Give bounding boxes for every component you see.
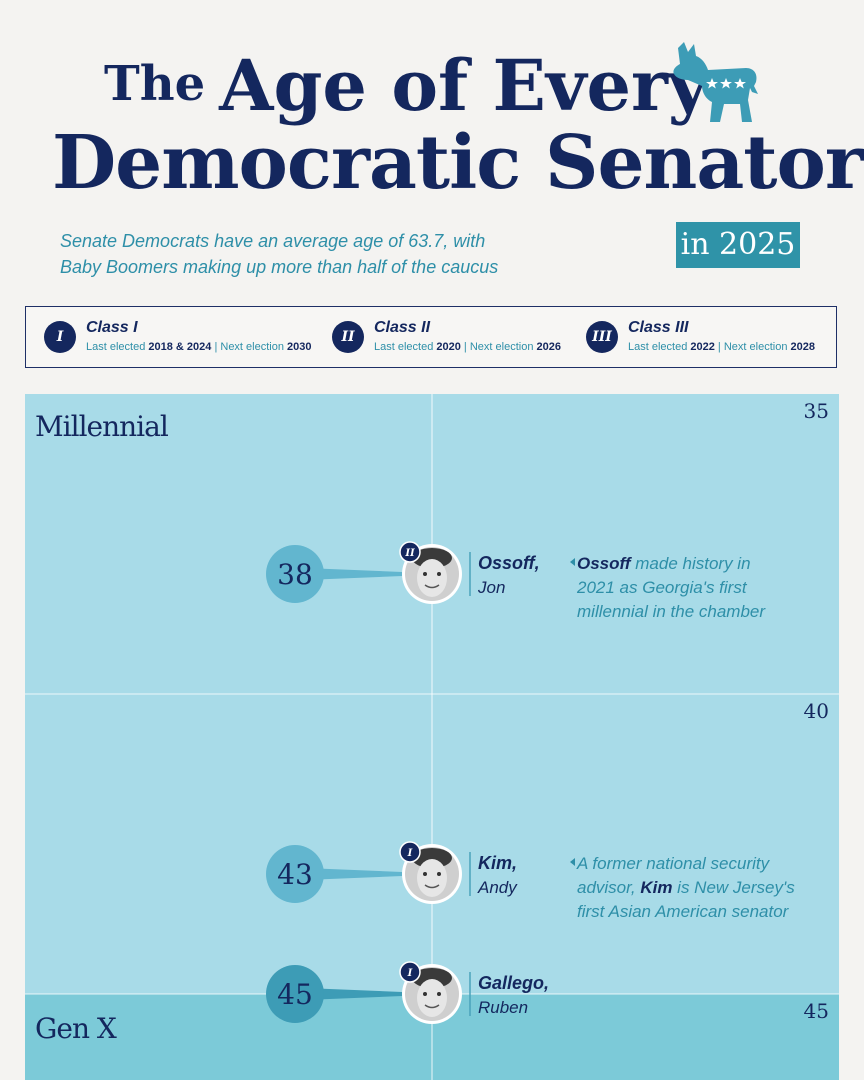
annotation-line: A former national security (576, 854, 771, 873)
portrait-face (417, 559, 447, 597)
class-2-next: 2026 (536, 341, 561, 353)
title-main-words: Age of Every (219, 44, 709, 127)
portrait-hair (412, 548, 452, 568)
senator-first-name: Jon (477, 578, 505, 597)
class-3-name: Class III (628, 319, 689, 336)
age-bubble (266, 965, 324, 1023)
class-legend: I Class I Last elected 2018 & 2024 | Nex… (25, 306, 837, 368)
senator-first-name: Ruben (478, 998, 528, 1017)
class-1-last: 2018 & 2024 (148, 341, 212, 353)
class-3-last-label: Last elected (628, 341, 688, 353)
title-line-1: The Age of Every (104, 44, 864, 127)
annotation-bold-name: Ossoff (577, 554, 635, 573)
title-small-word: The (104, 56, 206, 112)
senator-last-name: Ossoff, (478, 553, 540, 573)
annotation-line: advisor, Kim is New Jersey's (577, 878, 795, 897)
class-badge (399, 841, 421, 863)
class-badge-numeral: I (407, 968, 413, 979)
portrait-eye (423, 992, 427, 996)
age-bubble (266, 545, 324, 603)
class-2-next-label: Next election (469, 341, 534, 353)
annotation-line: first Asian American senator (577, 902, 790, 921)
class-1-name: Class I (86, 319, 138, 336)
class-1-numeral: I (44, 321, 76, 353)
age-value: 38 (277, 558, 313, 591)
portrait-eye (437, 992, 441, 996)
age-pointer (305, 568, 402, 580)
age-pointer (305, 868, 402, 880)
class-3-next-label: Next election (723, 341, 788, 353)
senator-last-name: Gallego, (478, 973, 549, 993)
portrait-hair (412, 968, 452, 988)
class-1-next-label: Next election (220, 341, 284, 353)
senator-last-name: Kim, (478, 853, 517, 873)
age-value: 43 (277, 858, 313, 891)
portrait-eye (437, 872, 441, 876)
class-3-next: 2028 (790, 341, 815, 353)
age-value: 45 (277, 978, 313, 1011)
portrait-eye (423, 872, 427, 876)
class-badge (399, 961, 421, 983)
portrait-mouth (424, 884, 440, 889)
subtitle-line-2: Baby Boomers making up more than half of… (60, 257, 499, 277)
subtitle: Senate Democrats have an average age of … (60, 228, 580, 280)
axis-tick-label: 45 (804, 999, 829, 1023)
portrait-face (417, 859, 447, 897)
class-2-name: Class II (374, 319, 431, 336)
class-1-next: 2030 (287, 341, 312, 353)
subtitle-line-1: Senate Democrats have an average age of … (60, 231, 486, 251)
democratic-donkey-icon (673, 42, 758, 122)
portrait-eye (423, 572, 427, 576)
class-2-numeral: II (332, 321, 364, 353)
class-2-last: 2020 (436, 341, 461, 353)
age-bubble (266, 845, 324, 903)
class-3-detail: Last elected 2022 | Next election 2028 (628, 341, 815, 353)
title-line-2: Democratic Senator (52, 120, 864, 206)
portrait-hair (412, 848, 452, 868)
portrait-mouth (424, 584, 440, 589)
senator-first-name: Andy (477, 878, 518, 897)
annotation-line: Ossoff made history in (577, 554, 751, 573)
generation-label: Millennial (35, 410, 169, 443)
note-arrow (570, 858, 575, 866)
class-badge-numeral: I (407, 848, 413, 859)
axis-tick-label: 35 (804, 399, 829, 423)
portrait-eye (437, 572, 441, 576)
generation-label: Gen X (35, 1012, 117, 1045)
class-2-last-label: Last elected (374, 341, 434, 353)
portrait-mouth (424, 1004, 440, 1009)
class-badge-numeral: II (404, 548, 415, 559)
class-3-last: 2022 (690, 341, 715, 353)
portrait-face (417, 979, 447, 1017)
axis-tick-label: 40 (804, 699, 829, 723)
class-badge (399, 541, 421, 563)
note-arrow (570, 558, 575, 566)
annotation-bold-name: Kim (640, 878, 672, 897)
age-pointer (305, 988, 402, 1000)
class-3-numeral: III (586, 321, 618, 353)
class-1-last-label: Last elected (86, 341, 146, 353)
year-badge: in 2025 (676, 222, 800, 268)
class-2-detail: Last elected 2020 | Next election 2026 (374, 341, 561, 353)
annotation-line: 2021 as Georgia's first (576, 578, 748, 597)
class-1-detail: Last elected 2018 & 2024 | Next election… (86, 341, 312, 353)
annotation-line: millennial in the chamber (577, 602, 766, 621)
